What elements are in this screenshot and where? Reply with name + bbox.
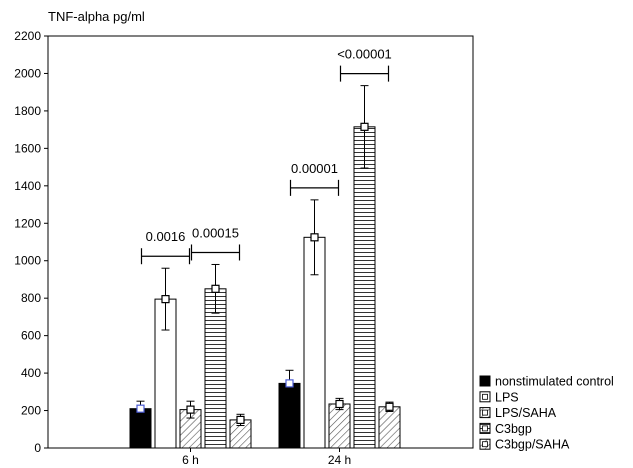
- significance-label: <0.00001: [337, 47, 392, 62]
- y-tick-label: 1800: [14, 104, 41, 118]
- y-tick-label: 400: [21, 366, 41, 380]
- mean-marker: [136, 404, 145, 413]
- legend-marker: [482, 409, 488, 416]
- mean-marker: [385, 402, 394, 411]
- bar: [328, 403, 351, 449]
- legend-label: LPS/SAHA: [495, 406, 557, 420]
- y-tick-label: 600: [21, 329, 41, 343]
- legend-marker: [482, 393, 488, 400]
- y-axis-label: TNF-alpha pg/ml: [48, 9, 145, 24]
- mean-marker: [285, 379, 294, 388]
- mean-marker: [236, 415, 245, 425]
- legend-marker: [482, 441, 488, 448]
- y-tick-label: 1600: [14, 141, 41, 155]
- y-tick-label: 1000: [14, 254, 41, 268]
- y-tick-label: 1400: [14, 179, 41, 193]
- significance-label: 0.0016: [146, 229, 186, 244]
- x-tick-label: 6 h: [182, 453, 199, 467]
- mean-marker: [310, 233, 319, 242]
- bar: [353, 126, 376, 449]
- legend-marker: [482, 425, 488, 432]
- y-tick-label: 800: [21, 291, 41, 305]
- legend-label: nonstimulated control: [495, 375, 614, 389]
- mean-marker: [161, 295, 170, 304]
- y-tick-label: 2000: [14, 66, 41, 80]
- mean-marker: [186, 405, 195, 414]
- legend-swatch: [479, 375, 491, 387]
- bar: [378, 406, 401, 449]
- mean-marker: [211, 284, 220, 293]
- mean-marker: [335, 399, 344, 409]
- mean-marker: [360, 122, 369, 131]
- legend-label: C3bgp: [495, 422, 532, 436]
- legend-label: C3bgp/SAHA: [495, 438, 570, 452]
- plot-area: [47, 35, 474, 449]
- x-tick-label: 24 h: [328, 453, 351, 467]
- legend-label: LPS: [495, 390, 519, 404]
- significance-label: 0.00015: [192, 225, 239, 240]
- significance-label: 0.00001: [291, 161, 338, 176]
- y-tick-label: 0: [34, 441, 41, 455]
- y-tick-label: 200: [21, 404, 41, 418]
- y-tick-label: 2200: [14, 29, 41, 43]
- y-tick-label: 1200: [14, 216, 41, 230]
